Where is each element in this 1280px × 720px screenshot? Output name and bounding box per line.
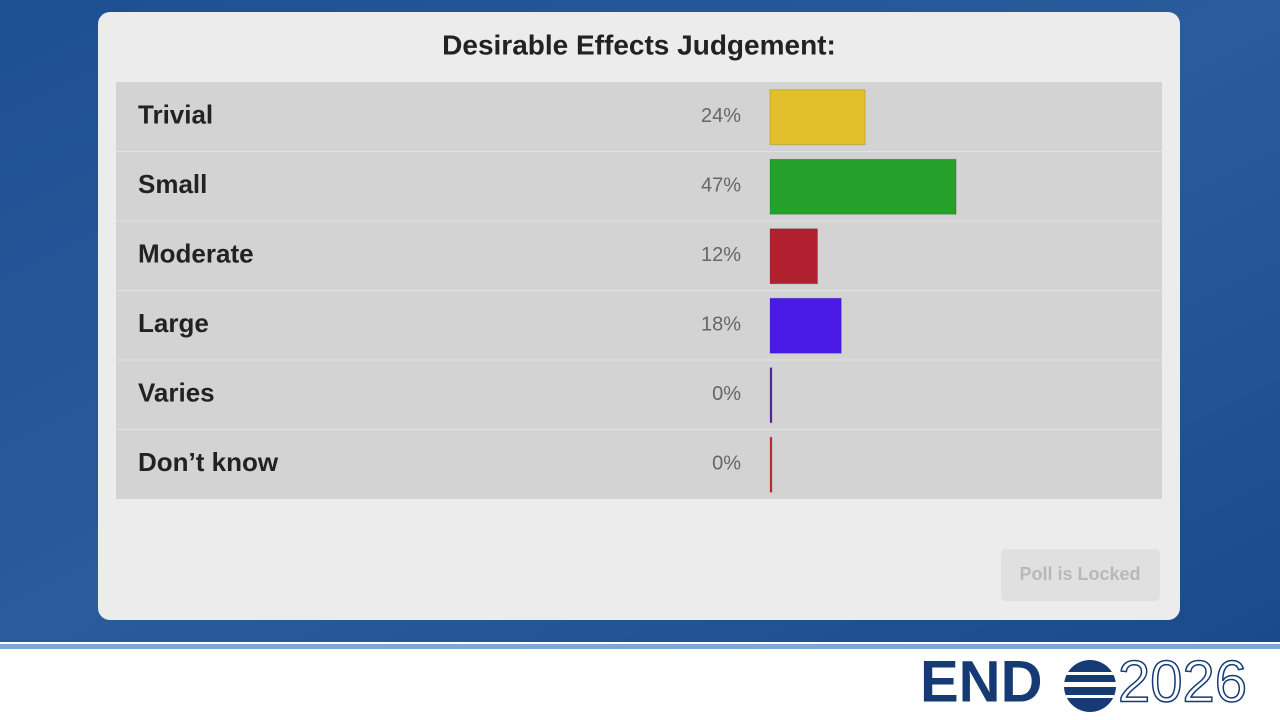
percent-label: 47% [701, 175, 741, 197]
percent-label: 0% [712, 453, 741, 475]
option-label: Varies [138, 378, 215, 408]
logo-year: 2026 [1118, 649, 1247, 714]
bar [769, 89, 866, 146]
rows: Trivial 24% Small 47% Moderate 12% Large 18% Var… [116, 89, 1162, 493]
locked-button [1001, 549, 1160, 601]
bar [769, 367, 773, 424]
option-label: Small [138, 169, 207, 199]
option-label: Moderate [138, 239, 254, 269]
logo-globe [1064, 660, 1116, 712]
logo-brand: END [920, 649, 1042, 714]
bar [769, 228, 819, 285]
option-label: Large [138, 308, 209, 338]
bar [769, 158, 957, 215]
bar [769, 436, 773, 493]
poll-title: Desirable Effects Judgement: [442, 29, 836, 60]
bar [769, 297, 842, 354]
button-label: Poll is Locked [1019, 564, 1140, 584]
percent-label: 0% [712, 383, 741, 405]
option-label: Don’t know [138, 447, 279, 477]
option-label: Trivial [138, 100, 213, 130]
footer-stripe [0, 644, 1280, 649]
percent-label: 18% [701, 314, 741, 336]
percent-label: 12% [701, 244, 741, 266]
percent-label: 24% [701, 105, 741, 127]
